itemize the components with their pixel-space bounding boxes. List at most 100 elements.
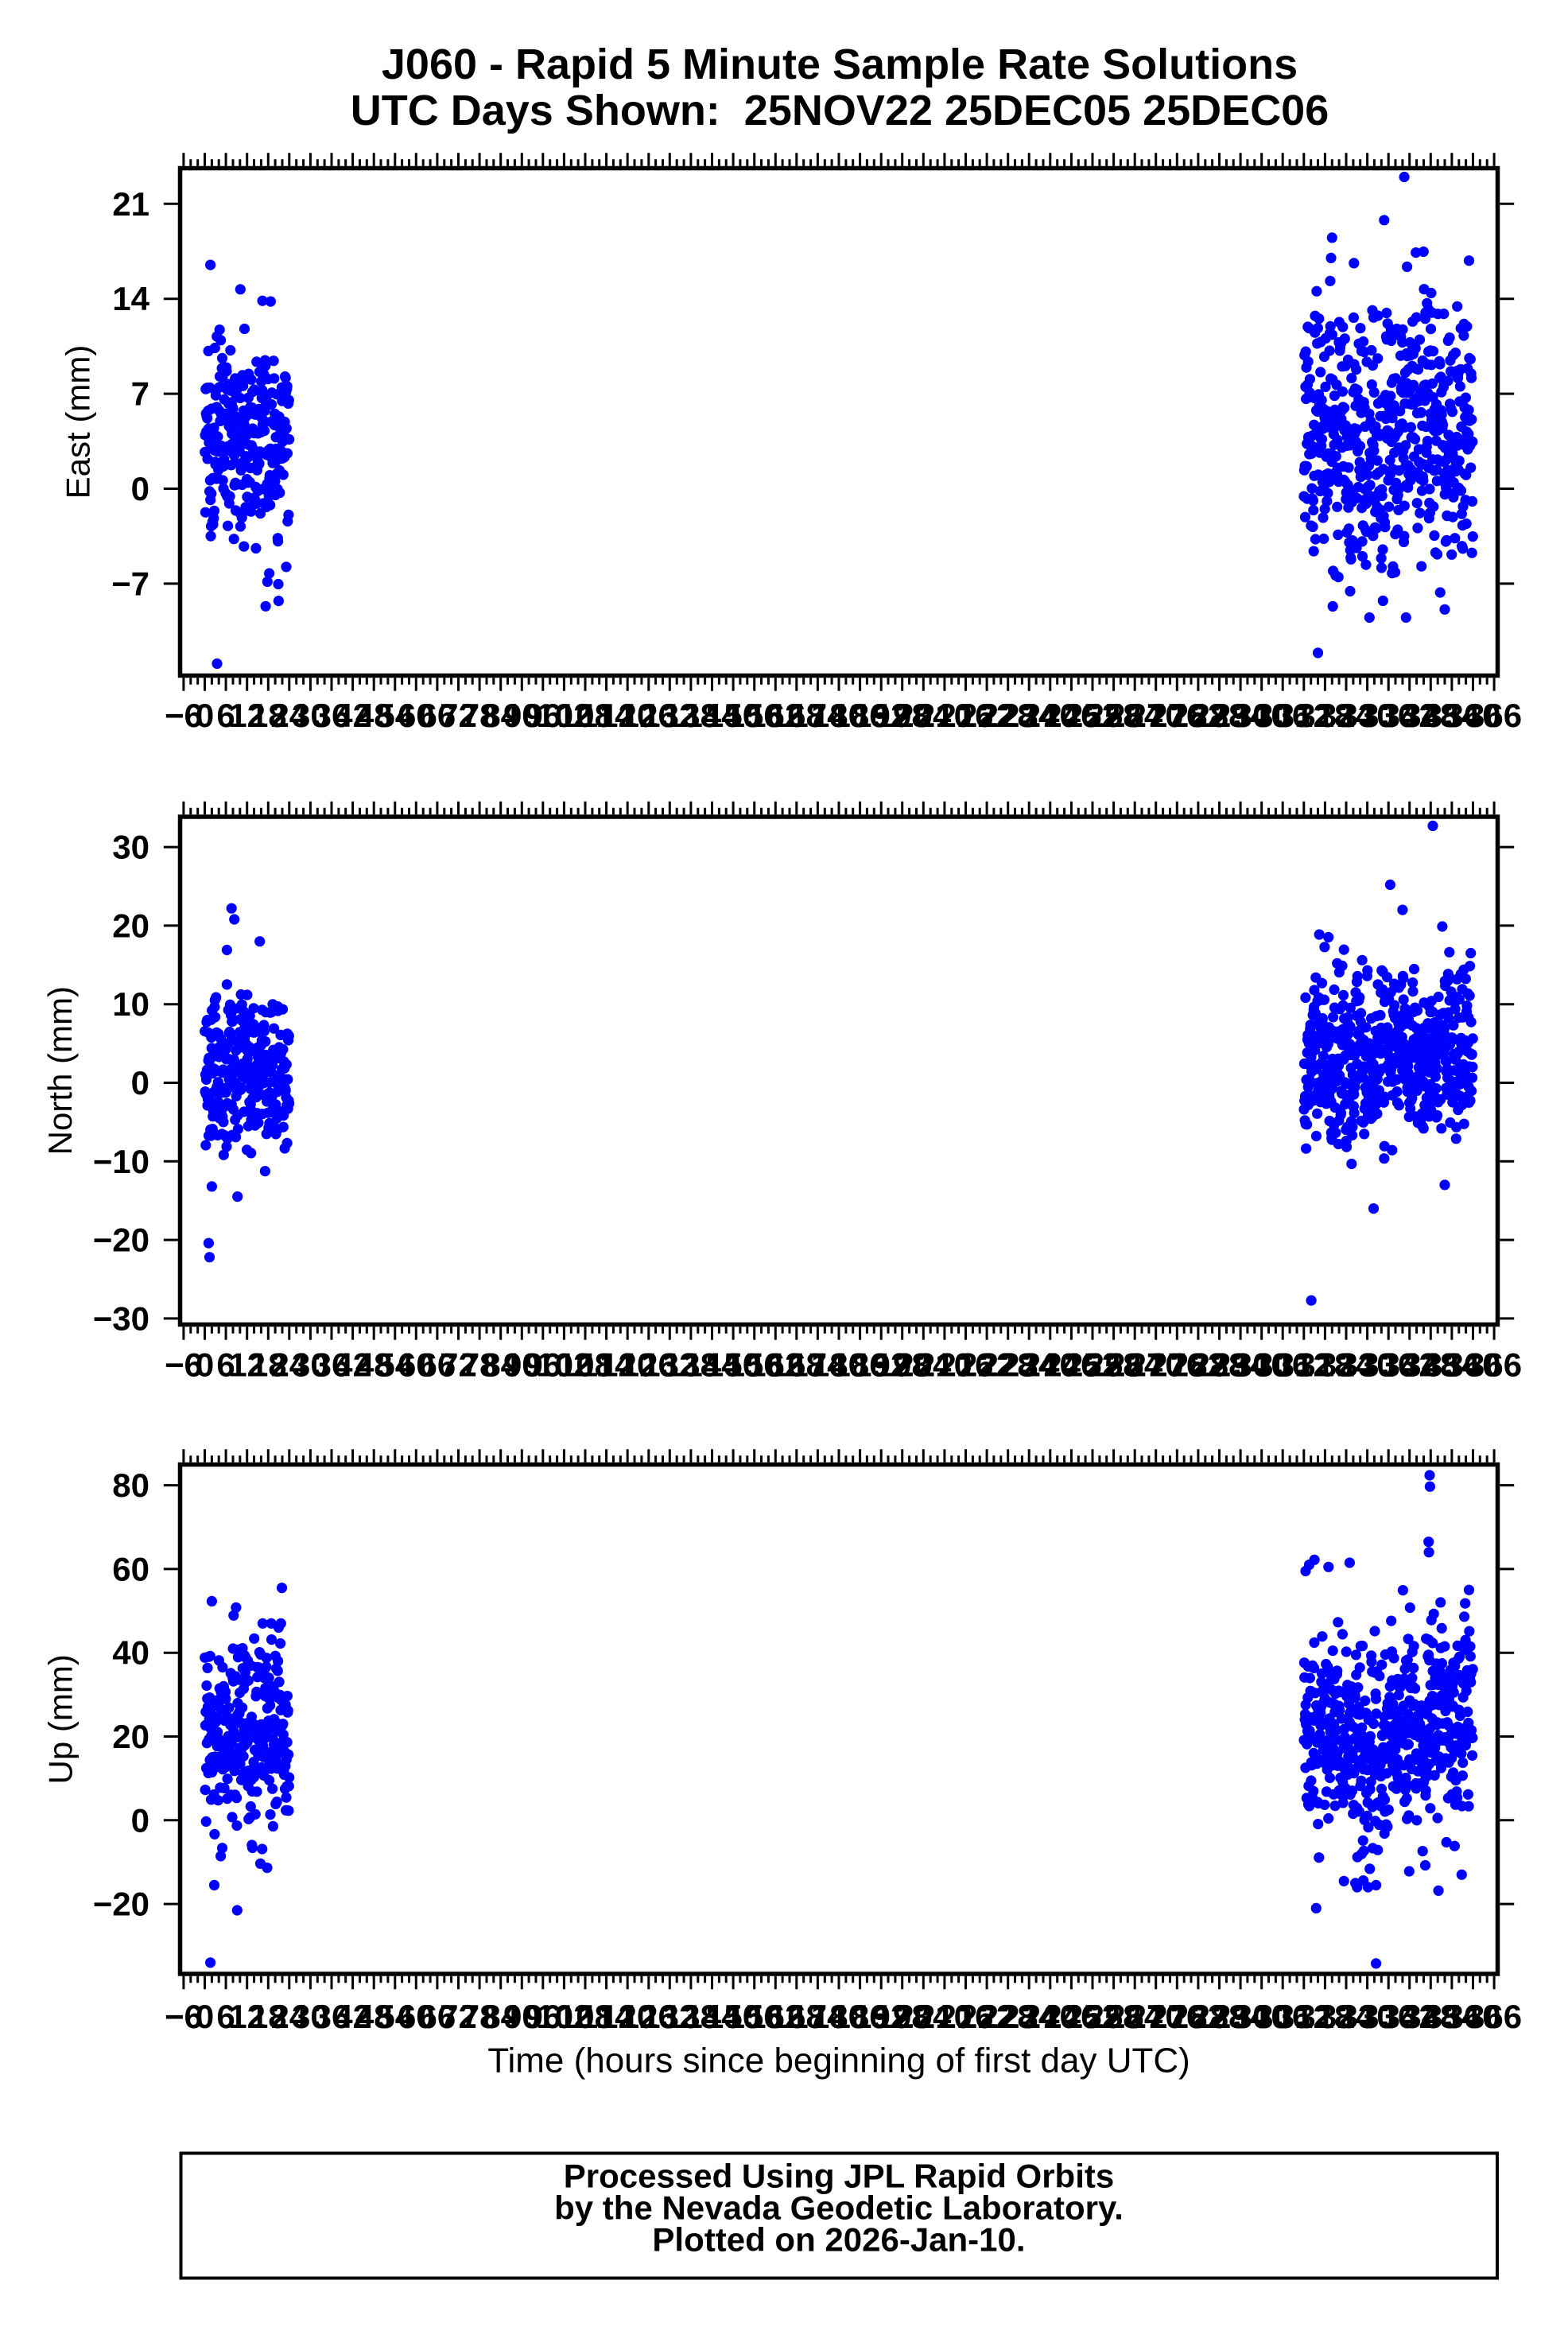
svg-text:48: 48 — [355, 697, 393, 734]
svg-text:366: 366 — [1466, 1998, 1522, 2035]
svg-text:306: 306 — [1255, 697, 1310, 734]
svg-text:306: 306 — [1255, 1346, 1310, 1384]
svg-text:Up (mm): Up (mm) — [42, 1654, 80, 1784]
svg-text:168: 168 — [769, 697, 825, 734]
svg-text:6: 6 — [216, 1998, 235, 2035]
svg-text:336: 336 — [1360, 1346, 1416, 1384]
svg-text:276: 276 — [1149, 1346, 1205, 1384]
svg-text:360: 360 — [1445, 697, 1500, 734]
svg-text:312: 312 — [1276, 1346, 1332, 1384]
svg-text:by the Nevada Geodetic Laborat: by the Nevada Geodetic Laboratory. — [554, 2189, 1124, 2227]
svg-text:366: 366 — [1466, 697, 1522, 734]
svg-text:96: 96 — [524, 697, 561, 734]
svg-text:−6: −6 — [165, 1346, 203, 1384]
svg-text:96: 96 — [524, 1998, 561, 2035]
svg-text:UTC Days Shown: 25NOV22 25DEC: UTC Days Shown: 25NOV22 25DEC05 25DEC06 — [351, 87, 1329, 134]
svg-text:354: 354 — [1424, 1998, 1481, 2035]
svg-text:60: 60 — [112, 1550, 149, 1587]
svg-text:354: 354 — [1424, 697, 1481, 734]
svg-text:90: 90 — [503, 1998, 541, 2035]
svg-text:80: 80 — [112, 1467, 149, 1504]
svg-text:84: 84 — [482, 1998, 519, 2035]
svg-text:156: 156 — [727, 1346, 782, 1384]
svg-text:132: 132 — [642, 1998, 697, 2035]
svg-text:30: 30 — [112, 829, 149, 866]
svg-text:228: 228 — [980, 1346, 1036, 1384]
svg-text:40: 40 — [112, 1634, 149, 1672]
svg-text:276: 276 — [1149, 697, 1205, 734]
svg-text:162: 162 — [747, 697, 803, 734]
svg-text:144: 144 — [684, 1998, 740, 2035]
svg-text:270: 270 — [1128, 1346, 1184, 1384]
svg-text:282: 282 — [1170, 697, 1226, 734]
svg-text:306: 306 — [1255, 1998, 1310, 2035]
svg-text:294: 294 — [1213, 1998, 1269, 2035]
svg-text:60: 60 — [398, 697, 435, 734]
svg-text:126: 126 — [621, 697, 677, 734]
svg-text:282: 282 — [1170, 1346, 1226, 1384]
svg-text:282: 282 — [1170, 1998, 1226, 2035]
svg-text:288: 288 — [1191, 1998, 1247, 2035]
svg-text:348: 348 — [1403, 1346, 1458, 1384]
svg-text:228: 228 — [980, 697, 1036, 734]
svg-text:210: 210 — [917, 1346, 972, 1384]
svg-text:12: 12 — [228, 1346, 266, 1384]
svg-text:54: 54 — [376, 1998, 413, 2035]
svg-text:222: 222 — [959, 1998, 1015, 2035]
svg-text:258: 258 — [1086, 1346, 1142, 1384]
svg-text:−30: −30 — [93, 1299, 149, 1337]
svg-text:150: 150 — [705, 1346, 761, 1384]
svg-text:198: 198 — [875, 697, 930, 734]
svg-text:54: 54 — [376, 697, 413, 734]
svg-text:0: 0 — [196, 1998, 214, 2035]
svg-text:102: 102 — [536, 1346, 592, 1384]
svg-text:270: 270 — [1128, 1998, 1184, 2035]
svg-text:186: 186 — [833, 697, 888, 734]
svg-text:0: 0 — [196, 697, 214, 734]
svg-text:84: 84 — [482, 697, 519, 734]
svg-text:6: 6 — [216, 697, 235, 734]
svg-text:288: 288 — [1191, 1346, 1247, 1384]
svg-text:48: 48 — [355, 1346, 393, 1384]
svg-text:30: 30 — [292, 1346, 329, 1384]
svg-text:198: 198 — [875, 1346, 930, 1384]
svg-text:138: 138 — [663, 1998, 719, 2035]
svg-text:246: 246 — [1043, 1998, 1099, 2035]
svg-text:0: 0 — [131, 1801, 149, 1839]
svg-text:216: 216 — [937, 697, 993, 734]
svg-text:174: 174 — [790, 1998, 846, 2035]
svg-text:144: 144 — [684, 697, 740, 734]
svg-text:186: 186 — [833, 1346, 888, 1384]
svg-text:12: 12 — [228, 1998, 266, 2035]
svg-text:30: 30 — [292, 1998, 329, 2035]
svg-text:192: 192 — [853, 697, 909, 734]
svg-text:78: 78 — [461, 1346, 499, 1384]
svg-text:210: 210 — [917, 1998, 972, 2035]
svg-text:96: 96 — [524, 1346, 561, 1384]
svg-text:132: 132 — [642, 697, 697, 734]
svg-text:270: 270 — [1128, 697, 1184, 734]
svg-text:21: 21 — [112, 185, 149, 223]
svg-text:204: 204 — [895, 697, 952, 734]
svg-text:42: 42 — [334, 697, 371, 734]
svg-text:J060 - Rapid 5 Minute Sample R: J060 - Rapid 5 Minute Sample Rate Soluti… — [382, 41, 1298, 88]
svg-text:234: 234 — [1001, 697, 1058, 734]
svg-text:348: 348 — [1403, 697, 1458, 734]
svg-text:204: 204 — [895, 1998, 952, 2035]
svg-text:78: 78 — [461, 1998, 499, 2035]
svg-text:18: 18 — [250, 1998, 287, 2035]
svg-text:162: 162 — [747, 1346, 803, 1384]
svg-text:126: 126 — [621, 1346, 677, 1384]
svg-text:20: 20 — [112, 907, 149, 944]
svg-text:Processed Using JPL Rapid Orbi: Processed Using JPL Rapid Orbits — [564, 2158, 1114, 2195]
svg-text:72: 72 — [440, 1346, 477, 1384]
svg-text:114: 114 — [580, 1346, 634, 1384]
svg-text:174: 174 — [790, 697, 846, 734]
svg-text:168: 168 — [769, 1998, 825, 2035]
svg-text:20: 20 — [112, 1718, 149, 1755]
svg-text:324: 324 — [1318, 1998, 1375, 2035]
svg-text:24: 24 — [270, 697, 308, 734]
svg-text:228: 228 — [980, 1998, 1036, 2035]
svg-text:0: 0 — [196, 1346, 214, 1384]
svg-text:−6: −6 — [165, 1998, 203, 2035]
